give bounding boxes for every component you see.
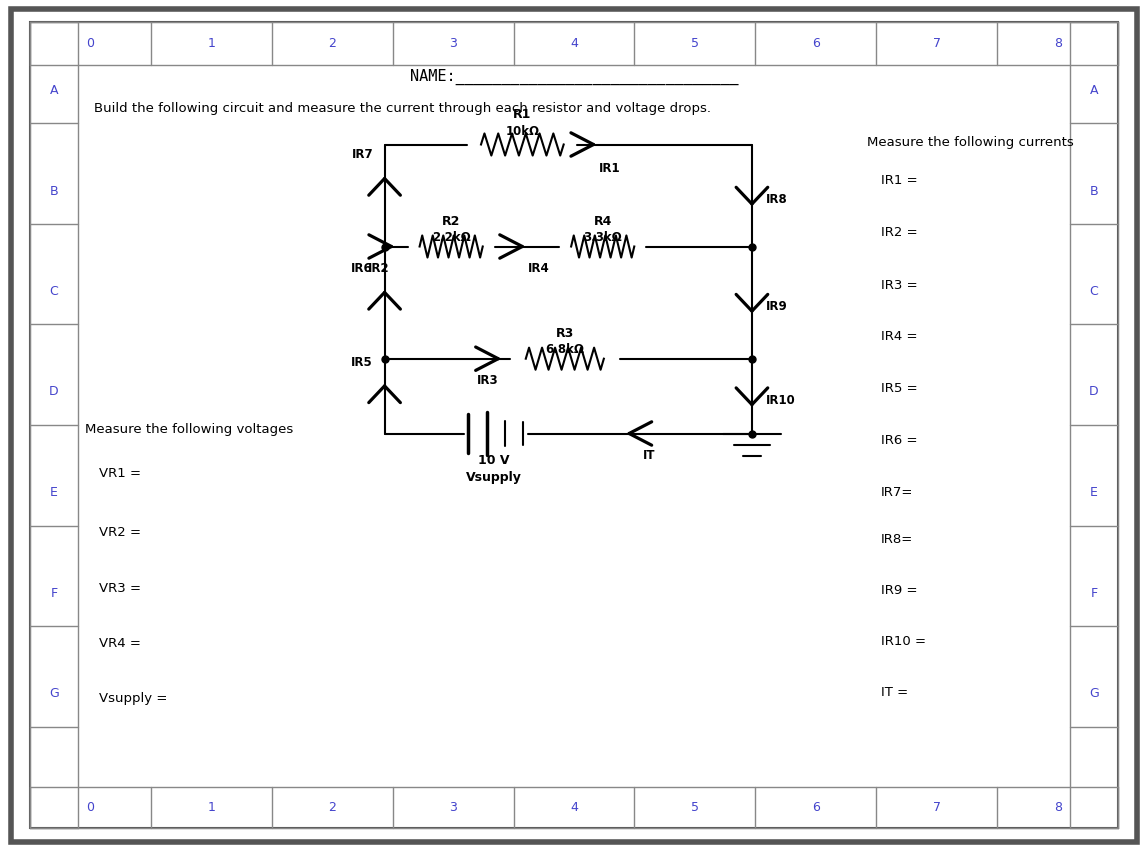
Text: IR10: IR10 [766,394,796,407]
Text: 7: 7 [933,801,940,814]
Text: NAME:_______________________________: NAME:_______________________________ [410,68,738,85]
Text: C: C [1089,285,1099,298]
Text: 6.8kΩ: 6.8kΩ [545,343,584,356]
Text: IR4: IR4 [528,262,550,275]
Text: 3: 3 [449,801,457,814]
Text: VR1 =: VR1 = [99,467,141,480]
Text: IR6 =: IR6 = [881,434,917,447]
Text: 5: 5 [691,37,699,50]
Text: 5: 5 [691,801,699,814]
Text: R3: R3 [556,327,574,340]
Text: IT =: IT = [881,686,908,700]
Text: G: G [49,687,59,700]
Text: IR4 =: IR4 = [881,330,917,343]
Text: Vsupply =: Vsupply = [99,692,168,706]
Text: 0: 0 [86,801,94,814]
Text: IR2 =: IR2 = [881,226,917,240]
Text: R2: R2 [442,215,460,228]
Text: 6: 6 [812,37,820,50]
Text: B: B [1089,184,1099,198]
Text: IR6: IR6 [351,262,373,275]
Text: IR7=: IR7= [881,485,913,499]
Text: A: A [49,84,59,98]
Text: IR2: IR2 [367,262,389,275]
Text: 2.2kΩ: 2.2kΩ [432,231,471,244]
Text: R1: R1 [513,108,532,121]
Text: F: F [1091,586,1097,600]
Text: 8: 8 [1054,801,1062,814]
Text: Measure the following voltages: Measure the following voltages [85,422,293,436]
Text: 2: 2 [328,37,336,50]
Text: 4: 4 [571,37,577,50]
Text: 10 V: 10 V [478,454,510,467]
Text: 7: 7 [933,37,940,50]
Text: VR2 =: VR2 = [99,526,141,540]
Text: R4: R4 [594,215,612,228]
Text: IR1: IR1 [599,162,621,174]
Text: IR8: IR8 [766,193,788,207]
Text: E: E [1091,485,1097,499]
Text: IR3: IR3 [476,374,498,387]
Text: 8: 8 [1054,37,1062,50]
Text: B: B [49,184,59,198]
Text: IR3 =: IR3 = [881,279,917,292]
Text: VR4 =: VR4 = [99,637,140,650]
Text: 4: 4 [571,801,577,814]
Text: F: F [51,586,57,600]
Text: IR9 =: IR9 = [881,584,917,598]
Text: VR3 =: VR3 = [99,581,141,595]
Text: IR1 =: IR1 = [881,173,917,187]
Text: G: G [1089,687,1099,700]
Text: IR8=: IR8= [881,533,913,547]
Text: 0: 0 [86,37,94,50]
Text: 1: 1 [208,37,215,50]
Text: IT: IT [643,449,656,462]
Text: 3: 3 [449,37,457,50]
Text: E: E [51,485,57,499]
Text: Build the following circuit and measure the current through each resistor and vo: Build the following circuit and measure … [94,102,711,116]
Text: IR7: IR7 [351,148,373,162]
Text: D: D [49,385,59,399]
Text: IR5 =: IR5 = [881,382,917,395]
Text: C: C [49,285,59,298]
Text: IR10 =: IR10 = [881,635,925,649]
Text: 6: 6 [812,801,820,814]
Text: D: D [1089,385,1099,399]
Text: 2: 2 [328,801,336,814]
Text: 1: 1 [208,801,215,814]
Text: IR5: IR5 [351,355,373,369]
Text: 10kΩ: 10kΩ [505,125,540,138]
Text: Vsupply: Vsupply [466,471,521,484]
Text: 3.3kΩ: 3.3kΩ [583,231,622,244]
Text: A: A [1089,84,1099,98]
Text: IR9: IR9 [766,300,788,314]
Text: Measure the following currents: Measure the following currents [867,136,1073,150]
